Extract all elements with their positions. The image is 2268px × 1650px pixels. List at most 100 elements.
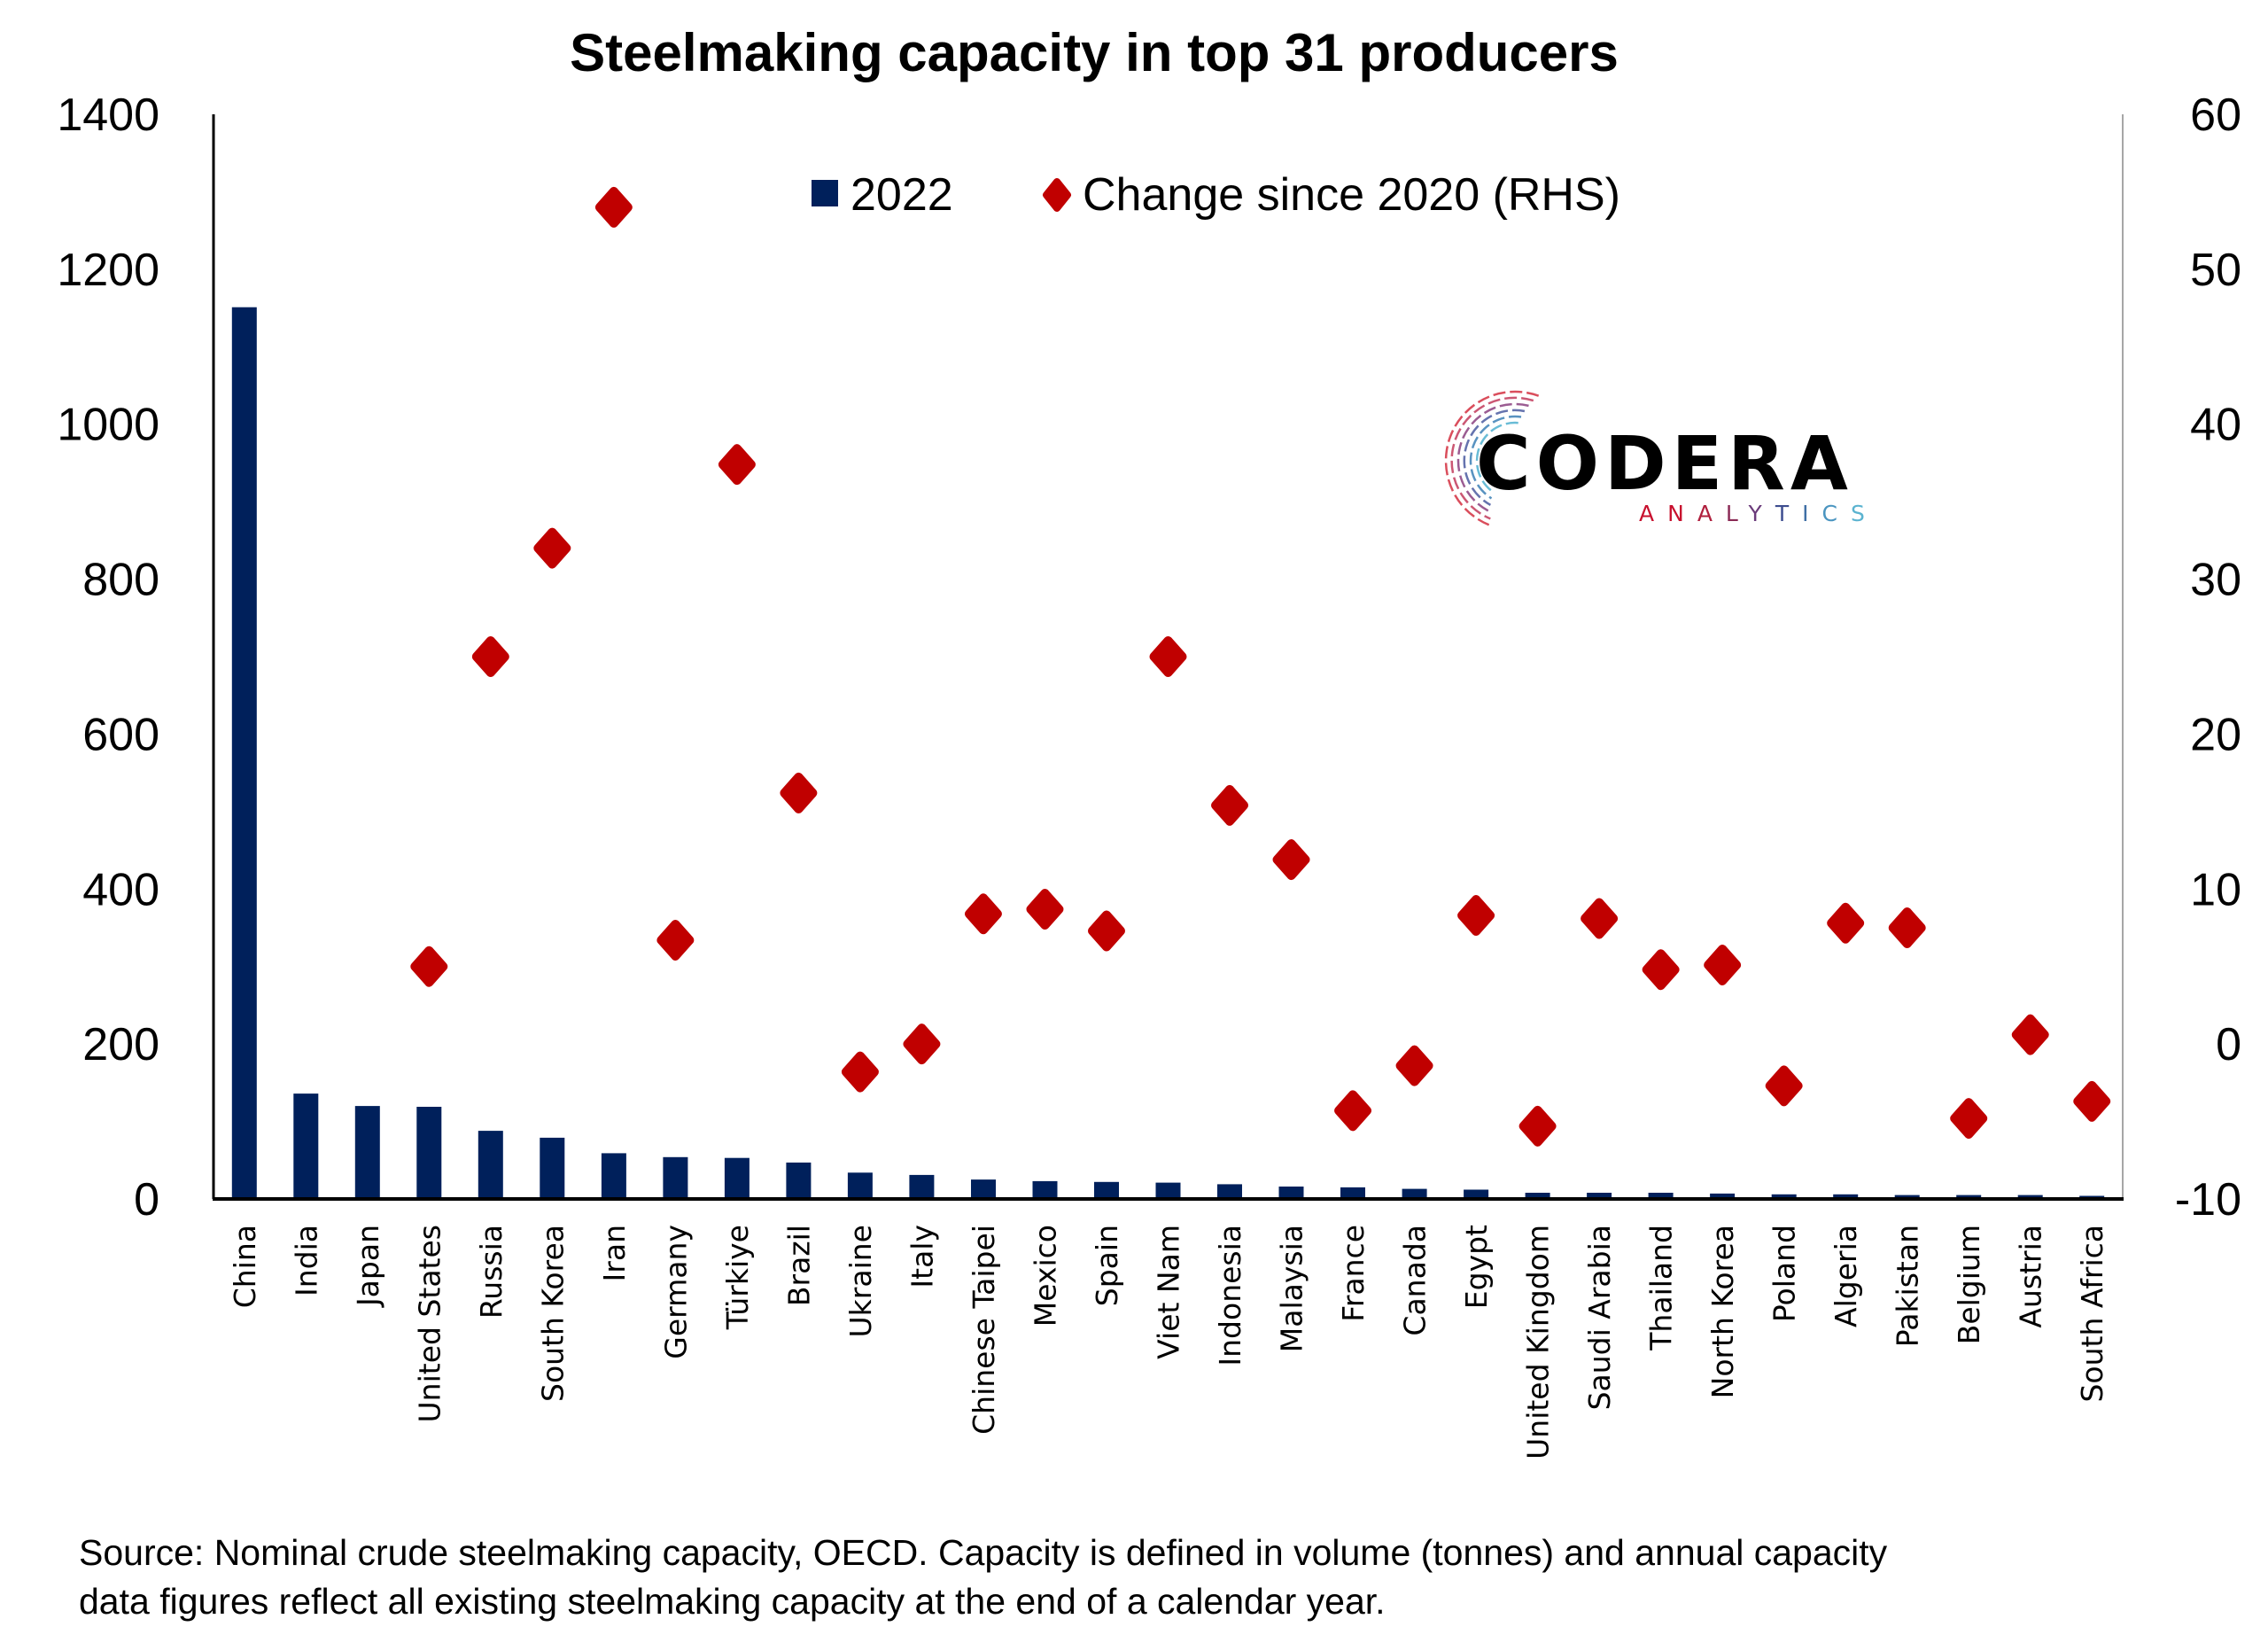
logo-subtitle: ANALYTICS [1639, 501, 1878, 526]
x-tick-label: Iran [597, 1225, 632, 1281]
diamond-marker [1026, 889, 1064, 930]
bar [909, 1174, 935, 1199]
diamond-marker [841, 1051, 879, 1093]
bar [663, 1156, 688, 1199]
logo-arc-line [1475, 421, 1518, 494]
x-tick-label: China [228, 1225, 262, 1308]
left-tick-label: 1000 [57, 400, 159, 451]
left-axis-ticks: 0 200 400 600 800 1000 1200 1400 [57, 90, 159, 1226]
right-tick-label: 20 [2190, 709, 2241, 760]
x-axis-labels: China India Japan United States Russia South … [228, 1225, 2109, 1459]
diamond-marker [718, 444, 756, 486]
codera-logo: CODERA ANALYTICS [1444, 390, 1878, 527]
bar [416, 1107, 442, 1199]
diamond-marker [1827, 902, 1865, 944]
x-tick-label: United States [412, 1225, 447, 1422]
bar [786, 1162, 812, 1199]
bar [601, 1153, 626, 1199]
x-tick-label: India [289, 1225, 323, 1296]
diamond-marker [1888, 907, 1926, 948]
left-tick-label: 800 [82, 555, 159, 606]
diamond-marker [1950, 1098, 1988, 1140]
legend-bar-label: 2022 [850, 169, 953, 221]
right-axis-ticks: -10 0 10 20 30 40 50 60 [2175, 90, 2241, 1226]
diamond-marker [2073, 1080, 2111, 1122]
diamond-marker [1395, 1045, 1433, 1086]
bar [1894, 1195, 1920, 1199]
bar-series [231, 307, 2105, 1199]
x-tick-label: Malaysia [1275, 1225, 1309, 1352]
diamond-marker [1149, 636, 1187, 677]
left-tick-label: 200 [82, 1019, 159, 1070]
x-tick-label: Türkiye [720, 1225, 755, 1330]
diamond-marker [1087, 910, 1125, 952]
bar [1032, 1180, 1058, 1199]
logo-arc-line [1469, 415, 1522, 500]
diamond-marker [533, 527, 571, 569]
right-tick-label: 50 [2190, 245, 2241, 296]
bar [1833, 1194, 1859, 1199]
diamond-marker [1765, 1065, 1803, 1107]
logo-arc-line [1456, 402, 1529, 513]
logo-arc-line [1463, 409, 1526, 506]
x-tick-label: Saudi Arabia [1582, 1225, 1617, 1410]
x-tick-label: France [1336, 1225, 1371, 1322]
x-tick-label: Pakistan [1891, 1225, 1925, 1347]
x-tick-label: Japan [351, 1225, 385, 1308]
right-tick-label: 40 [2190, 400, 2241, 451]
diamond-marker [964, 893, 1002, 935]
bar [293, 1094, 319, 1199]
diamond-series [410, 186, 2111, 1147]
x-tick-label: Canada [1398, 1225, 1433, 1336]
legend: 2022 Change since 2020 (RHS) [812, 169, 1620, 221]
diamond-marker [1272, 839, 1310, 881]
left-tick-label: 600 [82, 709, 159, 760]
bar [971, 1179, 996, 1199]
chart-title: Steelmaking capacity in top 31 producers [570, 23, 1619, 82]
diamond-marker [780, 772, 818, 813]
logo-name: CODERA [1476, 420, 1853, 507]
x-tick-label: Austria [2014, 1225, 2048, 1328]
bar [1587, 1193, 1612, 1199]
x-tick-label: Brazil [781, 1225, 816, 1306]
diamond-marker [1704, 944, 1742, 985]
diamond-marker [903, 1023, 941, 1065]
bar [1956, 1195, 1982, 1199]
bar [1340, 1187, 1365, 1199]
x-tick-label: Chinese Taipei [967, 1225, 1001, 1435]
bar [1771, 1194, 1797, 1199]
diamond-marker [1457, 895, 1495, 937]
left-tick-label: 0 [134, 1174, 159, 1226]
bar [724, 1157, 750, 1199]
x-tick-label: Russia [474, 1225, 509, 1319]
diamond-marker [1334, 1090, 1372, 1132]
bar [1402, 1188, 1427, 1199]
bar [1464, 1189, 1489, 1199]
right-tick-label: 0 [2216, 1019, 2241, 1070]
diamond-marker [471, 636, 509, 677]
bar [1525, 1193, 1550, 1199]
bar [231, 307, 257, 1199]
x-tick-label: Viet Nam [1152, 1225, 1186, 1359]
bar [478, 1131, 503, 1199]
x-tick-label: Ukraine [843, 1225, 878, 1337]
diamond-marker [594, 186, 633, 228]
diamond-marker [1211, 784, 1249, 826]
source-note-line-2: data figures reflect all existing steelm… [79, 1581, 1386, 1622]
x-tick-label: Mexico [1028, 1225, 1062, 1327]
x-tick-label: Germany [658, 1225, 693, 1359]
x-tick-label: South Korea [535, 1225, 570, 1402]
bar [1094, 1181, 1119, 1199]
legend-diamond-label: Change since 2020 (RHS) [1083, 169, 1620, 221]
diamond-marker [1581, 898, 1619, 939]
source-note-line-1: Source: Nominal crude steelmaking capaci… [79, 1532, 1888, 1573]
x-tick-label: Spain [1090, 1225, 1124, 1306]
left-tick-label: 1400 [57, 90, 159, 141]
source-note: Source: Nominal crude steelmaking capaci… [79, 1529, 2241, 1626]
right-tick-label: 60 [2190, 90, 2241, 141]
bar [540, 1137, 565, 1199]
diamond-marker [1642, 949, 1680, 991]
diamond-marker [656, 919, 695, 961]
bar [1710, 1193, 1736, 1199]
logo-arc-line [1450, 396, 1534, 520]
